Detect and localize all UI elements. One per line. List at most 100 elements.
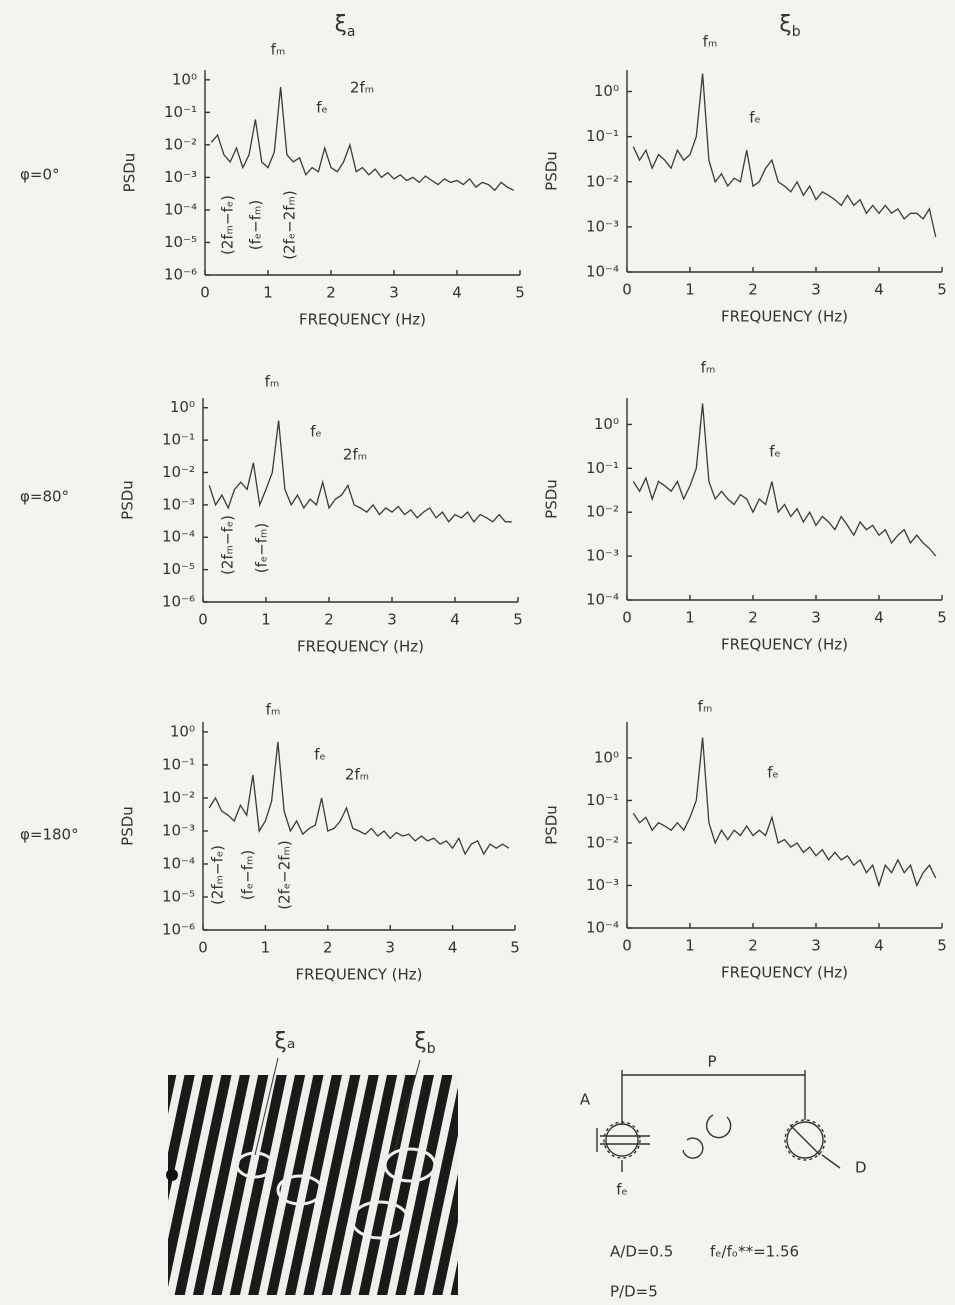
header-sub: a	[347, 24, 356, 40]
y-axis-label: PSDu	[543, 805, 561, 845]
x-axis-label: FREQUENCY (Hz)	[295, 966, 422, 984]
x-tick-label: 2	[748, 281, 758, 299]
x-tick-label: 0	[200, 284, 210, 302]
sketch-label: P	[707, 1053, 716, 1071]
leader	[394, 1059, 421, 1151]
x-tick-label: 3	[389, 284, 399, 302]
header-symbol: ξ	[335, 12, 347, 37]
annotation: (fₑ−fₘ)	[247, 200, 265, 250]
annotation: fₘ	[701, 359, 716, 377]
x-tick-label: 0	[198, 939, 208, 957]
x-tick-label: 1	[685, 609, 695, 627]
annotation: fₘ	[265, 373, 280, 391]
annotation: (2fₑ−2fₘ)	[276, 840, 294, 910]
sketch-label: A	[580, 1091, 591, 1109]
annotation: fₑ	[314, 746, 326, 764]
x-tick-label: 1	[261, 939, 271, 957]
flow-label: ξb	[414, 1029, 435, 1057]
ratio: fₑ/fₒ**=1.56	[710, 1243, 799, 1261]
x-tick-label: 0	[622, 937, 632, 955]
annotation: (2fₑ−2fₘ)	[281, 190, 299, 260]
y-tick-label: 10⁻⁶	[162, 921, 195, 939]
annotation: fₘ	[703, 33, 718, 51]
sketch-label: fₑ	[616, 1181, 628, 1199]
x-tick-label: 4	[450, 611, 460, 629]
series-line	[632, 73, 937, 238]
annotation: (fₑ−fₘ)	[253, 523, 271, 573]
y-axis-label: PSDu	[119, 806, 137, 846]
series-line	[208, 420, 512, 523]
x-tick-label: 2	[326, 284, 336, 302]
annotation: (2fₘ−fₑ)	[209, 845, 227, 905]
y-tick-label: 10⁻⁵	[164, 233, 197, 251]
y-axis-label: PSDu	[119, 480, 137, 520]
x-tick-label: 2	[323, 939, 333, 957]
column-header: ξb	[779, 12, 800, 40]
y-tick-label: 10⁻⁴	[162, 854, 195, 872]
y-tick-label: 10⁻⁶	[164, 266, 197, 284]
y-tick-label: 10⁻²	[586, 503, 619, 521]
y-tick-label: 10⁻³	[164, 168, 197, 186]
column-header: ξa	[335, 12, 356, 40]
row-label: φ=80°	[20, 488, 69, 506]
annotation: (fₑ−fₘ)	[239, 850, 257, 900]
x-tick-label: 4	[874, 937, 884, 955]
y-tick-label: 10⁻⁵	[162, 560, 195, 578]
y-axis-label: PSDu	[543, 479, 561, 519]
y-tick-label: 10⁻³	[162, 495, 195, 513]
x-axis-label: FREQUENCY (Hz)	[299, 311, 426, 329]
annotation: fₑ	[749, 109, 761, 127]
y-axis-label: PSDu	[121, 153, 139, 193]
x-tick-label: 5	[937, 937, 947, 955]
x-tick-label: 3	[811, 937, 821, 955]
x-axis-label: FREQUENCY (Hz)	[721, 636, 848, 654]
y-tick-label: 10⁰	[170, 398, 195, 416]
x-tick-label: 0	[198, 611, 208, 629]
x-tick-label: 2	[324, 611, 334, 629]
flow-sub: b	[427, 1041, 436, 1057]
x-tick-label: 3	[811, 609, 821, 627]
x-tick-label: 3	[385, 939, 395, 957]
annotation: 2fₘ	[345, 766, 369, 784]
x-tick-label: 0	[622, 281, 632, 299]
annotation: fₘ	[266, 701, 281, 719]
y-tick-label: 10⁻⁴	[162, 528, 195, 546]
row-label: φ=0°	[20, 166, 60, 184]
leader	[254, 1057, 279, 1156]
y-axis-label: PSDu	[543, 151, 561, 191]
y-tick-label: 10⁻³	[586, 217, 619, 235]
x-tick-label: 2	[748, 937, 758, 955]
series-line	[632, 403, 937, 557]
sketch	[596, 1070, 841, 1172]
y-tick-label: 10⁰	[172, 70, 197, 88]
y-tick-label: 10⁰	[594, 415, 619, 433]
x-tick-label: 3	[811, 281, 821, 299]
y-tick-label: 10⁻⁵	[162, 887, 195, 905]
x-axis-label: FREQUENCY (Hz)	[297, 638, 424, 656]
y-tick-label: 10⁻²	[162, 463, 195, 481]
x-tick-label: 5	[513, 611, 523, 629]
y-tick-label: 10⁰	[170, 722, 195, 740]
y-tick-label: 10⁻⁴	[164, 200, 197, 218]
y-tick-label: 10⁻¹	[586, 791, 619, 809]
x-tick-label: 5	[937, 609, 947, 627]
annotation: fₘ	[698, 698, 713, 716]
series-line	[208, 741, 510, 856]
y-tick-label: 10⁻²	[164, 135, 197, 153]
y-tick-label: 10⁻⁴	[586, 919, 619, 937]
annotation: fₑ	[310, 423, 322, 441]
x-tick-label: 1	[685, 281, 695, 299]
row-label: φ=180°	[20, 826, 79, 844]
flow-symbol: ξ	[414, 1029, 426, 1054]
header-sub: b	[792, 24, 801, 40]
y-tick-label: 10⁻¹	[162, 755, 195, 773]
x-axis-label: FREQUENCY (Hz)	[721, 964, 848, 982]
x-tick-label: 2	[748, 609, 758, 627]
x-tick-label: 1	[685, 937, 695, 955]
y-tick-label: 10⁻¹	[586, 459, 619, 477]
ratio: A/D=0.5	[610, 1243, 673, 1261]
annotation: fₘ	[271, 41, 286, 59]
series-line	[632, 737, 937, 888]
y-tick-label: 10⁻⁶	[162, 593, 195, 611]
x-tick-label: 3	[387, 611, 397, 629]
